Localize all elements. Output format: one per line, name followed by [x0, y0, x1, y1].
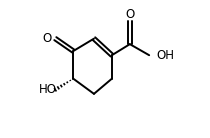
Text: OH: OH	[157, 49, 175, 62]
Text: O: O	[42, 32, 52, 45]
Text: O: O	[125, 8, 134, 21]
Text: HO: HO	[39, 83, 57, 96]
